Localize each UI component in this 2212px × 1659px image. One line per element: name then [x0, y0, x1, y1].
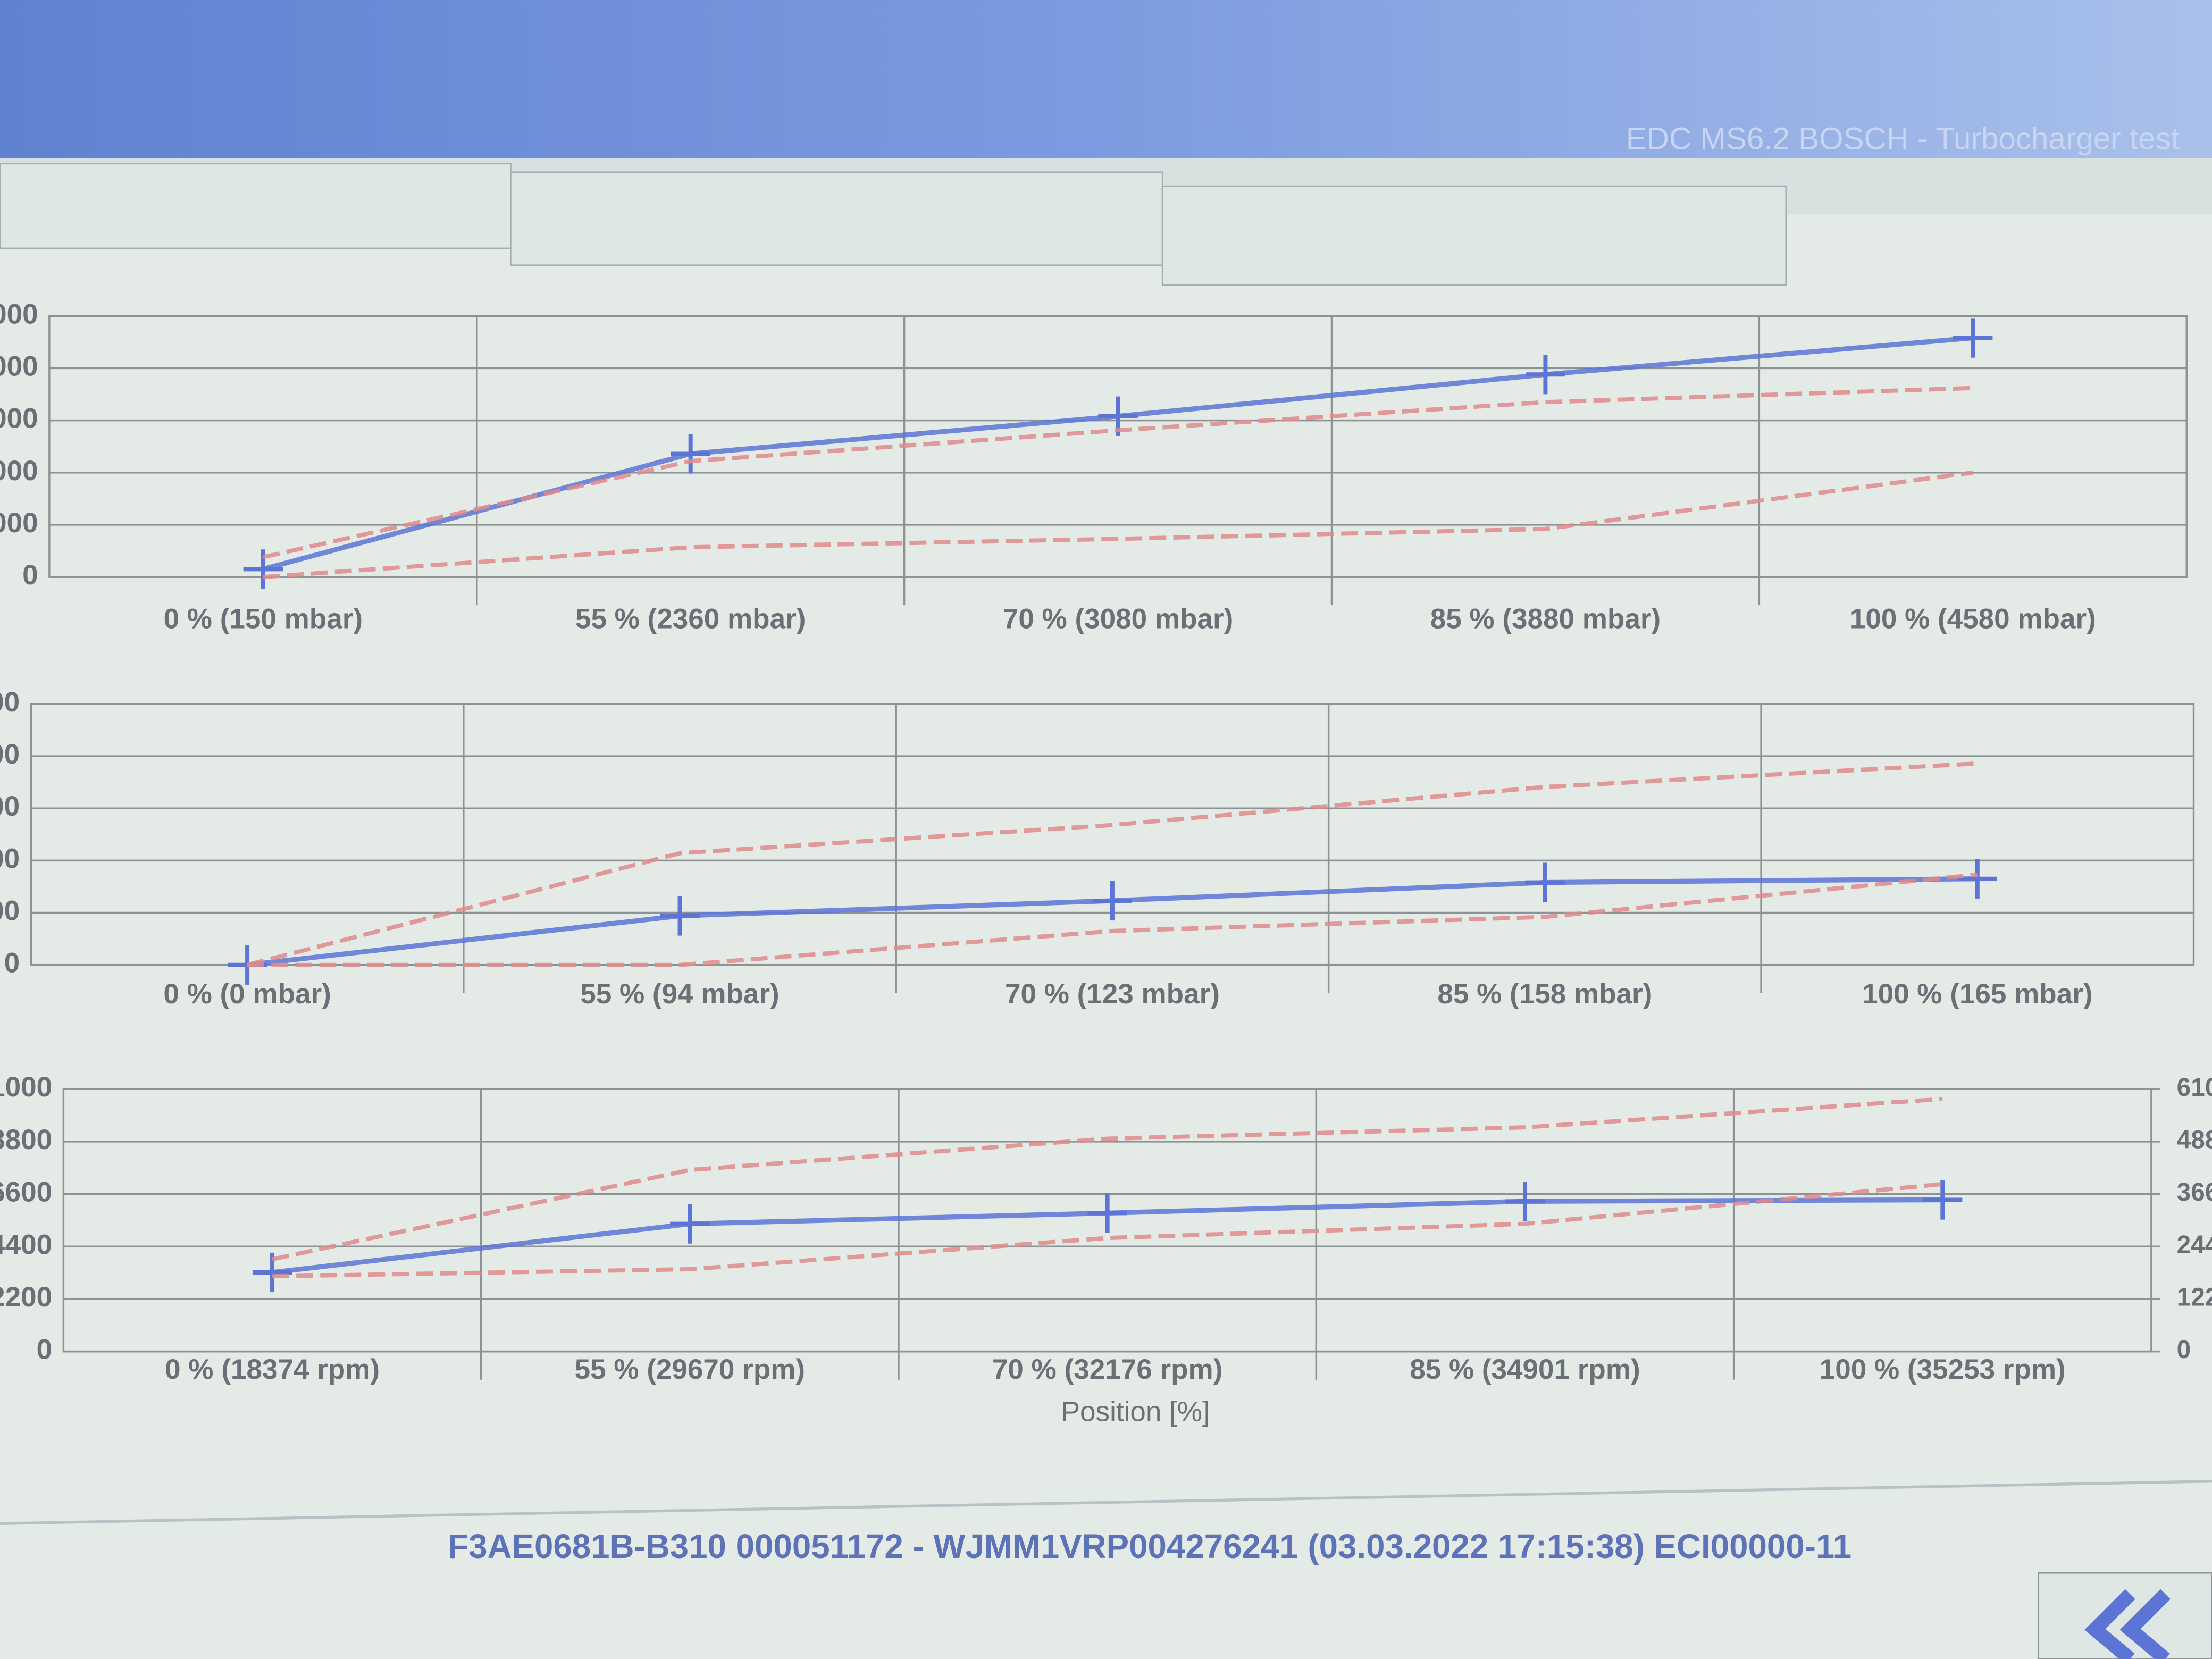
y-tick-label: 2000: [0, 455, 38, 487]
y-tick-label: 48800: [0, 1124, 52, 1155]
tab[interactable]: [0, 163, 512, 249]
x-tick-label: 0 % (18374 rpm): [165, 1354, 380, 1385]
limit-line: [272, 1182, 1943, 1279]
y2-tick-label: 366: [2177, 1178, 2212, 1206]
x-axis-title: Position [%]: [1061, 1396, 1210, 1427]
y2-tick-label: 488: [2177, 1126, 2212, 1154]
x-tick-label: 70 % (3080 mbar): [1003, 603, 1233, 634]
x-tick-label: 85 % (158 mbar): [1437, 978, 1652, 1010]
header-bar: [0, 0, 2212, 158]
limit-line: [263, 470, 1973, 580]
y-tick-label: 5000: [0, 298, 38, 330]
x-tick-label: 55 % (94 mbar): [580, 978, 779, 1010]
footer-text: F3AE0681B-B310 000051172 - WJMM1VRP00427…: [448, 1528, 1851, 1565]
point-marker: [660, 896, 700, 936]
limit-line: [247, 761, 1978, 967]
point-marker: [1525, 862, 1565, 902]
back-icon: [2084, 1589, 2171, 1659]
y2-tick-label: 122: [2177, 1284, 2212, 1312]
x-tick-label: 100 % (165 mbar): [1862, 978, 2092, 1010]
y-tick-label: 0: [4, 948, 20, 979]
y-tick-label: 200: [0, 843, 20, 874]
limit-line: [247, 872, 1978, 967]
y-tick-label: 100: [0, 895, 20, 927]
x-tick-label: 85 % (3880 mbar): [1430, 603, 1661, 634]
y-tick-label: 4000: [0, 350, 38, 382]
back-button[interactable]: [2038, 1572, 2212, 1659]
limit-line: [262, 386, 1973, 559]
point-marker: [1505, 1182, 1545, 1221]
x-tick-label: 55 % (2360 mbar): [575, 603, 806, 634]
point-marker: [1957, 859, 1997, 899]
tab[interactable]: [510, 171, 1163, 266]
plot-frame: [48, 315, 2188, 578]
x-tick-label: 55 % (29670 rpm): [575, 1354, 805, 1385]
header-title: EDC MS6.2 BOSCH - Turbocharger test: [1626, 122, 2180, 156]
point-marker: [1953, 318, 1993, 358]
y2-tick-label: 0: [2177, 1336, 2191, 1364]
y-tick-label: 0: [37, 1334, 53, 1365]
x-tick-label: 70 % (123 mbar): [1005, 978, 1220, 1010]
point-marker: [1526, 355, 1565, 395]
plot-frame: [30, 703, 2195, 966]
y-tick-label: 36600: [0, 1177, 52, 1208]
point-marker: [671, 434, 710, 474]
tab[interactable]: [1161, 185, 1787, 286]
y2-tick-label: 610: [2177, 1074, 2212, 1102]
x-tick-label: 70 % (32176 rpm): [992, 1354, 1222, 1385]
y-tick-label: 300: [0, 791, 20, 822]
y2-tick-label: 244: [2177, 1231, 2212, 1259]
x-tick-label: 85 % (34901 rpm): [1410, 1354, 1640, 1385]
x-tick-label: 0 % (150 mbar): [164, 603, 363, 634]
y-tick-label: 24400: [0, 1229, 52, 1260]
y-tick-label: 12200: [0, 1281, 52, 1313]
plot-frame: [62, 1088, 2152, 1353]
x-tick-label: 100 % (4580 mbar): [1850, 603, 2096, 634]
limit-line: [272, 1096, 1943, 1262]
y-tick-label: 0: [22, 559, 38, 591]
point-marker: [1087, 1193, 1127, 1233]
y-tick-label: 3000: [0, 403, 38, 434]
footer-separator: [0, 1480, 2212, 1525]
point-marker: [1092, 881, 1133, 921]
y-tick-label: 61000: [0, 1071, 52, 1103]
y-tick-label: 400: [0, 739, 20, 770]
y-tick-label: 500: [0, 686, 20, 718]
point-marker: [1923, 1180, 1963, 1220]
x-tick-label: 100 % (35253 rpm): [1820, 1354, 2066, 1385]
point-marker: [670, 1204, 710, 1244]
